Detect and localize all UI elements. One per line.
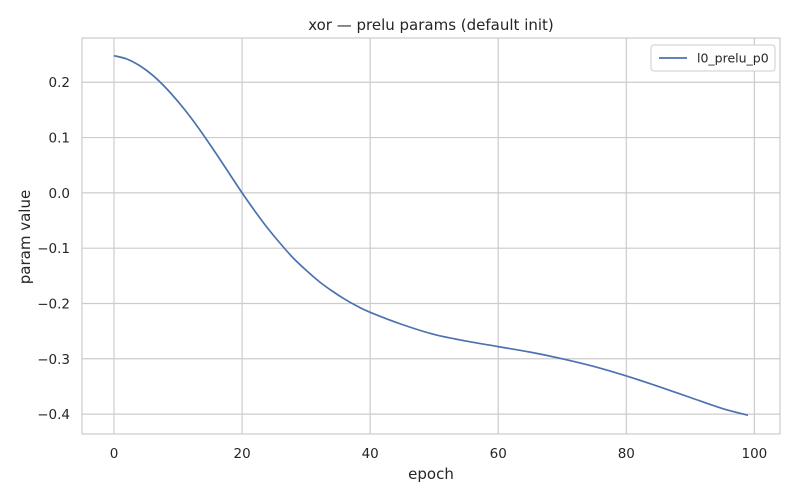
x-tick-label: 60	[490, 446, 507, 462]
y-tick-label: 0.0	[49, 186, 70, 202]
y-tick-label: −0.4	[37, 407, 70, 423]
y-axis-label: param value	[16, 190, 34, 284]
legend-box	[650, 44, 776, 72]
x-axis-label: epoch	[408, 465, 454, 483]
series-layer	[113, 54, 749, 417]
x-tick-label: 40	[362, 446, 379, 462]
chart-title: xor — prelu params (default init)	[308, 16, 554, 34]
legend-label: l0_prelu_p0	[697, 51, 769, 66]
legend: l0_prelu_p0	[650, 44, 776, 72]
x-tick-label: 20	[233, 446, 250, 462]
x-tick-label: 100	[741, 446, 767, 462]
series-line-l0_prelu_p0	[113, 54, 749, 417]
y-tick-label: 0.2	[49, 75, 70, 91]
y-tick-label: −0.2	[37, 296, 70, 312]
grid-layer	[82, 38, 780, 434]
y-tick-label: −0.1	[37, 241, 70, 257]
y-tick-label: 0.1	[49, 131, 70, 147]
plot-frame	[81, 37, 781, 435]
y-tick-label: −0.3	[37, 352, 70, 368]
tick-layer: 0 20 40 60 80 100 0.2 0.1 0.0 −0.1 −0.2 −0.3 −0.4	[37, 75, 767, 462]
x-tick-label: 0	[110, 446, 119, 462]
x-tick-label: 80	[618, 446, 635, 462]
